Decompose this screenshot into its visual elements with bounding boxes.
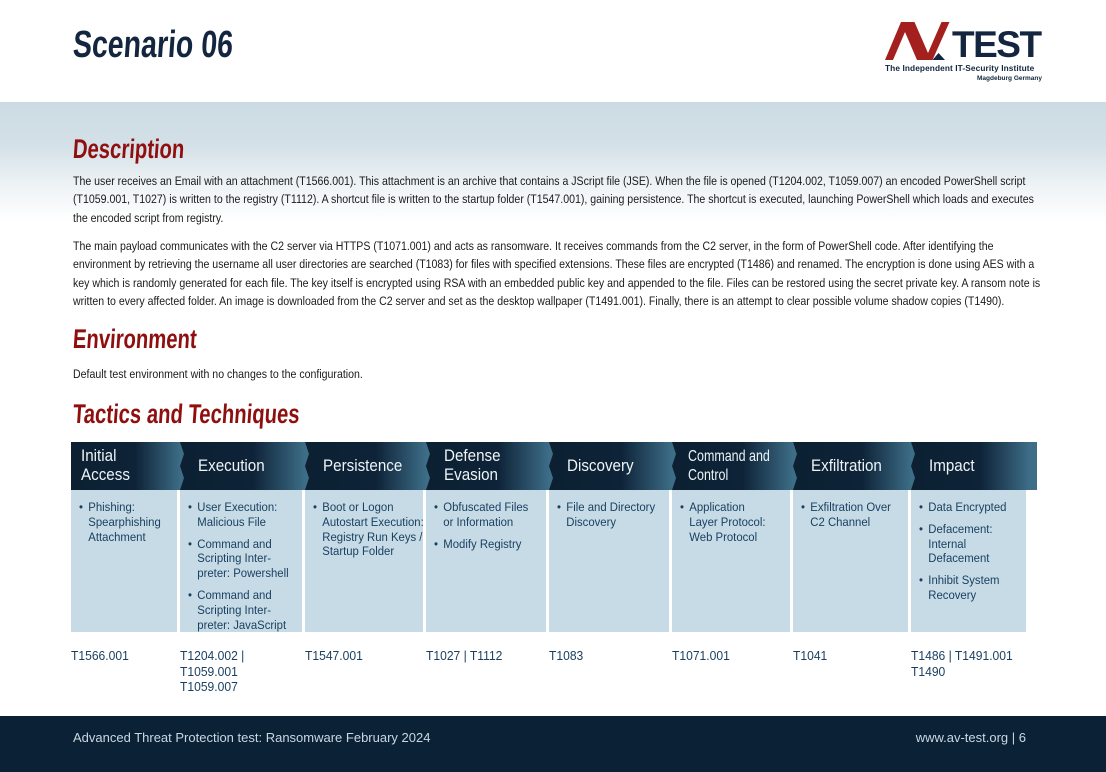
- svg-text:Magdeburg Germany: Magdeburg Germany: [977, 75, 1042, 82]
- svg-text:The Independent IT-Security In: The Independent IT-Security Institute: [885, 63, 1035, 73]
- svg-text:TEST: TEST: [952, 24, 1042, 65]
